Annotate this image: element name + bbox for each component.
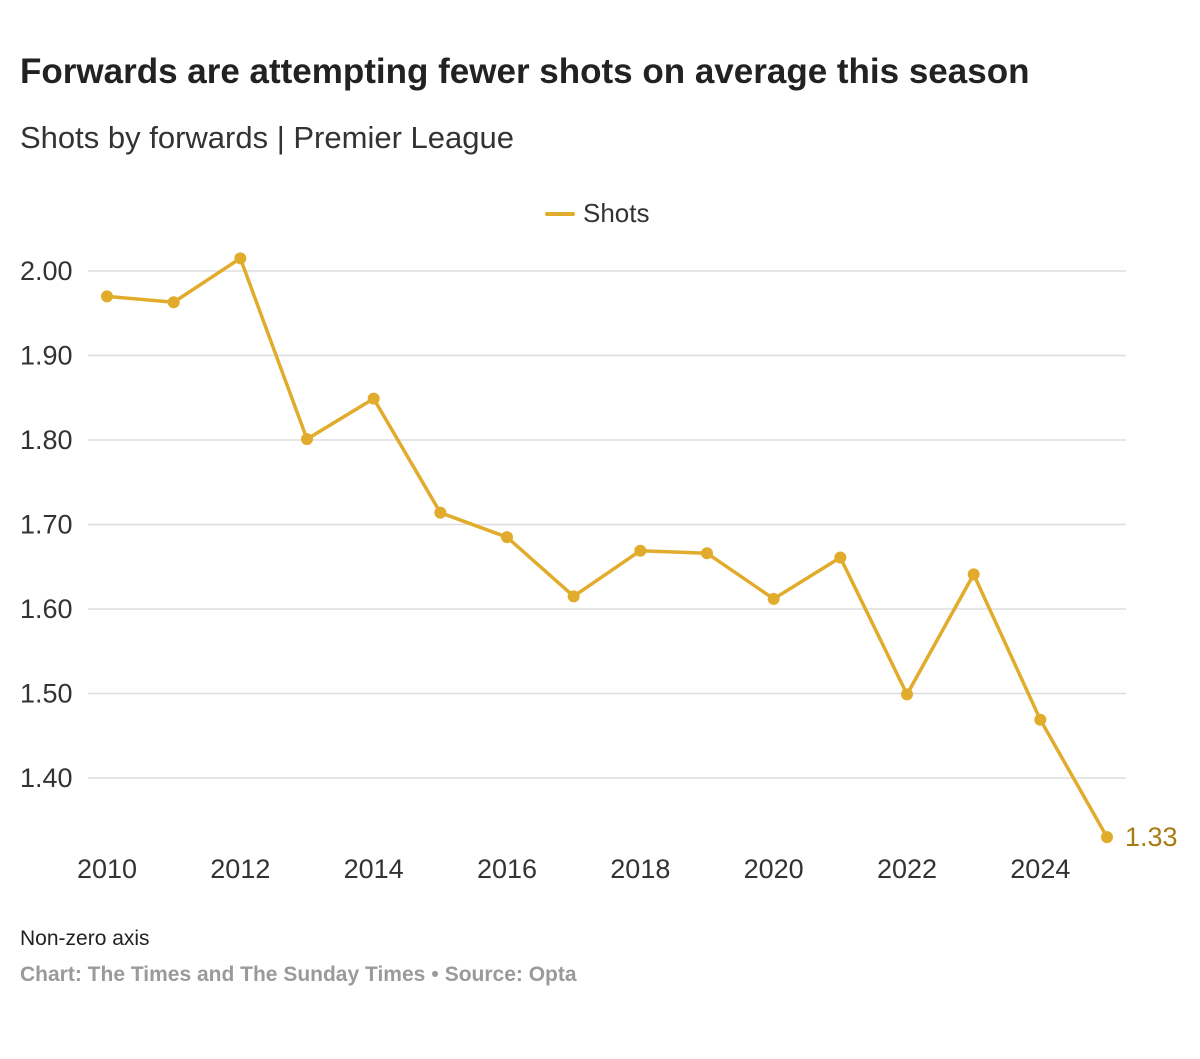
x-tick-label: 2018	[610, 854, 670, 884]
data-point	[834, 551, 847, 564]
data-point	[767, 592, 780, 605]
data-point	[634, 544, 647, 557]
data-point	[434, 506, 447, 519]
y-tick-label: 1.60	[20, 594, 73, 624]
chart-credits: Chart: The Times and The Sunday Times • So…	[20, 963, 577, 987]
data-point	[367, 392, 380, 405]
y-tick-label: 1.80	[20, 425, 73, 455]
y-tick-label: 1.70	[20, 510, 73, 540]
y-tick-label: 2.00	[20, 256, 73, 286]
credit-separator: •	[431, 963, 439, 986]
y-tick-label: 1.50	[20, 679, 73, 709]
data-point	[901, 688, 913, 701]
x-tick-label: 2012	[210, 854, 270, 884]
x-tick-label: 2010	[77, 854, 137, 884]
data-point	[1034, 713, 1047, 726]
data-point	[301, 433, 313, 446]
legend-label-shots: Shots	[583, 198, 650, 228]
x-tick-label: 2022	[877, 854, 937, 884]
data-point	[501, 531, 513, 544]
chart-credit: Chart: The Times and The Sunday Times	[20, 963, 426, 986]
axis-note: Non-zero axis	[20, 927, 150, 950]
chart-source: Source: Opta	[444, 963, 577, 986]
x-tick-label: 2016	[477, 854, 537, 884]
y-tick-label: 1.90	[20, 341, 73, 371]
x-tick-label: 2020	[744, 854, 804, 884]
data-point	[567, 590, 580, 603]
end-value-label: 1.33	[1125, 822, 1178, 852]
chart-subtitle: Shots by forwards | Premier League	[20, 120, 514, 155]
data-point	[701, 547, 713, 560]
chart-title: Forwards are attempting fewer shots on a…	[20, 52, 1030, 91]
data-point	[234, 252, 247, 265]
legend: Shots	[545, 198, 650, 229]
data-point	[967, 568, 980, 581]
x-tick-label: 2024	[1010, 854, 1070, 884]
x-tick-label: 2014	[344, 854, 404, 884]
data-point	[167, 296, 180, 309]
legend-swatch-shots	[545, 211, 575, 216]
series-line-shots	[105, 256, 1109, 839]
data-point	[1101, 831, 1113, 844]
y-tick-label: 1.40	[20, 763, 73, 793]
data-point	[101, 290, 113, 303]
